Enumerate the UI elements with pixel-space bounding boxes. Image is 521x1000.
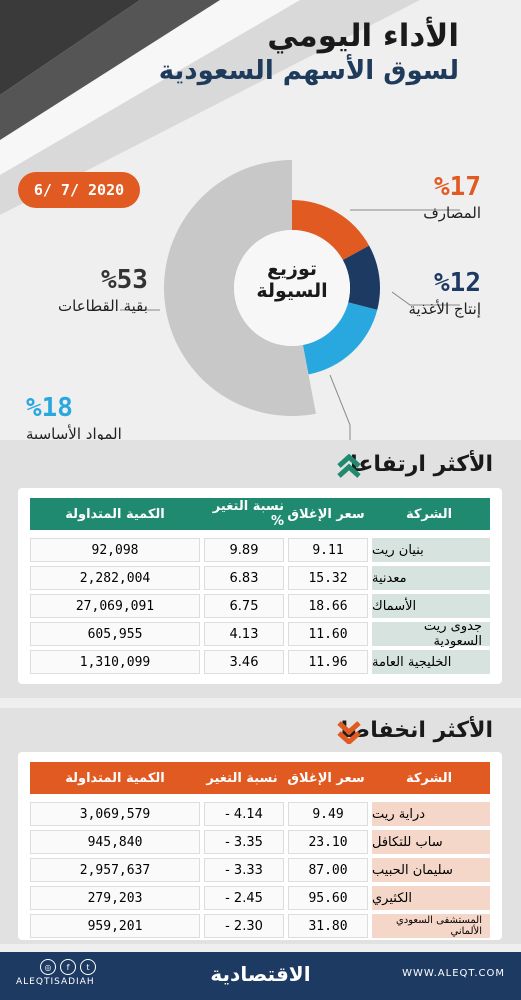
volume-cell: 27,069,091 [30, 594, 200, 618]
footer: ◎ f t ALEQTISADIAH الاقتصادية WWW.ALEQT.… [0, 952, 521, 1000]
liquidity-donut-chart [120, 160, 460, 440]
table-row: الخليجية العامة 11.96 3.46 1,310,099 [30, 650, 490, 674]
col-change: نسبة التغير [206, 770, 278, 786]
close-cell: 15.32 [288, 566, 368, 590]
table-row: دراية ريت 9.49- 4.14 3,069,579 [30, 802, 490, 826]
losers-table: الشركة سعر الإغلاق نسبة التغير الكمية ال… [18, 752, 502, 940]
table-row: الأسماك 18.66 6.75 27,069,091 [30, 594, 490, 618]
table-row: بنيان ريت 9.11 9.89 92,098 [30, 538, 490, 562]
change-cell: - 2.30 [204, 914, 284, 938]
col-close: سعر الإغلاق [287, 506, 365, 522]
volume-cell: 279,203 [30, 886, 200, 910]
close-cell: 9.11 [288, 538, 368, 562]
company-cell: بنيان ريت [372, 538, 490, 562]
segment-label-banks: %17 المصارف [423, 172, 481, 222]
company-cell: الخليجية العامة [372, 650, 490, 674]
gainers-table: الشركة سعر الإغلاق نسبة التغير % الكمية … [18, 488, 502, 684]
change-cell: 3.46 [204, 650, 284, 674]
company-cell: الكثيري [372, 886, 490, 910]
header-decoration [0, 0, 420, 215]
volume-cell: 2,282,004 [30, 566, 200, 590]
change-cell: 4.13 [204, 622, 284, 646]
donut-segment-others [163, 160, 316, 416]
volume-cell: 3,069,579 [30, 802, 200, 826]
instagram-icon[interactable]: ◎ [40, 959, 56, 975]
twitter-icon[interactable]: t [80, 959, 96, 975]
social-icons: ◎ f t [40, 959, 96, 975]
footer-handle: ALEQTISADIAH [16, 977, 95, 987]
facebook-icon[interactable]: f [60, 959, 76, 975]
up-arrows-icon [337, 454, 361, 478]
close-cell: 87.00 [288, 858, 368, 882]
donut-segment-materials [302, 302, 378, 375]
close-cell: 23.10 [288, 830, 368, 854]
volume-cell: 92,098 [30, 538, 200, 562]
volume-cell: 959,201 [30, 914, 200, 938]
col-volume: الكمية المتداولة [65, 770, 165, 786]
down-arrows-icon [337, 721, 361, 744]
col-close: سعر الإغلاق [287, 770, 365, 786]
table-row: الكثيري 95.60- 2.45 279,203 [30, 886, 490, 910]
volume-cell: 2,957,637 [30, 858, 200, 882]
company-cell: المستشفى السعودي الألماني [372, 914, 490, 938]
close-cell: 31.80 [288, 914, 368, 938]
col-company: الشركة [405, 770, 453, 786]
col-volume: الكمية المتداولة [65, 506, 165, 522]
brand-logo: الاقتصادية [210, 962, 311, 986]
change-cell: - 2.45 [204, 886, 284, 910]
col-company: الشركة [405, 506, 453, 522]
close-cell: 11.60 [288, 622, 368, 646]
table-row: سليمان الحبيب 87.00- 3.33 2,957,637 [30, 858, 490, 882]
volume-cell: 945,840 [30, 830, 200, 854]
company-cell: سليمان الحبيب [372, 858, 490, 882]
donut-hole [234, 230, 350, 346]
change-cell: - 4.14 [204, 802, 284, 826]
segment-label-materials: %18 المواد الأساسية [26, 393, 122, 443]
company-cell: ساب للتكافل [372, 830, 490, 854]
close-cell: 18.66 [288, 594, 368, 618]
table-row: جدوى ريت السعودية 11.60 4.13 605,955 [30, 619, 490, 649]
losers-table-header: الشركة سعر الإغلاق نسبة التغير الكمية ال… [30, 762, 490, 794]
change-cell: 9.89 [204, 538, 284, 562]
close-cell: 9.49 [288, 802, 368, 826]
volume-cell: 605,955 [30, 622, 200, 646]
leader-line [329, 374, 351, 440]
change-cell: 6.75 [204, 594, 284, 618]
page-subtitle: لسوق الأسهم السعودية [158, 56, 459, 86]
company-cell: دراية ريت [372, 802, 490, 826]
footer-url[interactable]: WWW.ALEQT.COM [402, 968, 505, 979]
gainers-title: الأكثر ارتفاعا [350, 452, 493, 477]
table-row: معدنية 15.32 6.83 2,282,004 [30, 566, 490, 590]
donut-segment-food [342, 245, 380, 310]
col-change: نسبة التغير % [212, 499, 284, 529]
leader-line [391, 291, 460, 306]
gainers-table-header: الشركة سعر الإغلاق نسبة التغير % الكمية … [30, 498, 490, 530]
close-cell: 11.96 [288, 650, 368, 674]
company-cell: الأسماك [372, 594, 490, 618]
change-cell: 6.83 [204, 566, 284, 590]
volume-cell: 1,310,099 [30, 650, 200, 674]
company-cell: جدوى ريت السعودية [372, 619, 490, 649]
segment-label-food: %12 إنتاج الأغذية [408, 268, 481, 318]
segment-label-others: %53 بقية القطاعات [58, 265, 148, 315]
date-badge: 6/ 7/ 2020 [18, 172, 140, 208]
donut-segment-banks [292, 200, 370, 261]
table-row: ساب للتكافل 23.10- 3.35 945,840 [30, 830, 490, 854]
losers-title: الأكثر انخفاضا [340, 718, 493, 743]
table-row: المستشفى السعودي الألماني 31.80- 2.30 959,… [30, 914, 490, 938]
change-cell: - 3.35 [204, 830, 284, 854]
close-cell: 95.60 [288, 886, 368, 910]
donut-center-label: توزيع السيولة [256, 258, 328, 302]
company-cell: معدنية [372, 566, 490, 590]
change-cell: - 3.33 [204, 858, 284, 882]
page-title: الأداء اليومي [267, 18, 459, 54]
